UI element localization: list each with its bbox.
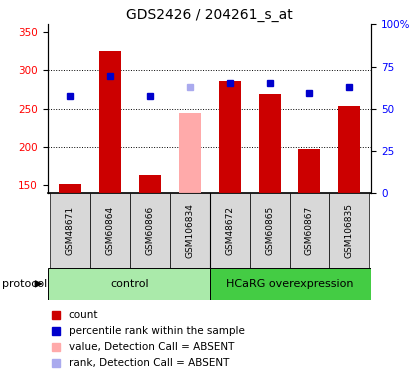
Text: GSM60866: GSM60866 — [145, 206, 154, 255]
Text: GSM60864: GSM60864 — [105, 206, 114, 255]
Title: GDS2426 / 204261_s_at: GDS2426 / 204261_s_at — [126, 8, 293, 22]
Text: GSM106834: GSM106834 — [185, 203, 194, 258]
Text: GSM60867: GSM60867 — [305, 206, 314, 255]
Bar — [178, 113, 200, 193]
Text: rank, Detection Call = ABSENT: rank, Detection Call = ABSENT — [69, 358, 229, 368]
Bar — [330, 193, 369, 268]
Bar — [99, 51, 121, 193]
Bar — [210, 193, 249, 268]
Bar — [90, 193, 129, 268]
Bar — [48, 268, 210, 300]
Text: percentile rank within the sample: percentile rank within the sample — [69, 326, 244, 336]
Bar — [290, 193, 330, 268]
Bar — [129, 193, 170, 268]
Text: GSM106835: GSM106835 — [345, 203, 354, 258]
Bar — [298, 148, 320, 193]
Bar — [170, 193, 210, 268]
Bar — [339, 106, 361, 193]
Text: value, Detection Call = ABSENT: value, Detection Call = ABSENT — [69, 342, 234, 352]
Bar — [139, 176, 161, 193]
Bar — [59, 184, 81, 193]
Bar — [259, 94, 281, 193]
Text: GSM48671: GSM48671 — [65, 206, 74, 255]
Text: GSM48672: GSM48672 — [225, 206, 234, 255]
Text: GSM60865: GSM60865 — [265, 206, 274, 255]
Text: count: count — [69, 310, 98, 320]
Bar — [249, 193, 290, 268]
Text: protocol: protocol — [2, 279, 47, 289]
Bar — [219, 81, 241, 193]
Bar — [50, 193, 90, 268]
Text: control: control — [110, 279, 149, 289]
Bar — [210, 268, 393, 300]
Text: HCaRG overexpression: HCaRG overexpression — [226, 279, 353, 289]
